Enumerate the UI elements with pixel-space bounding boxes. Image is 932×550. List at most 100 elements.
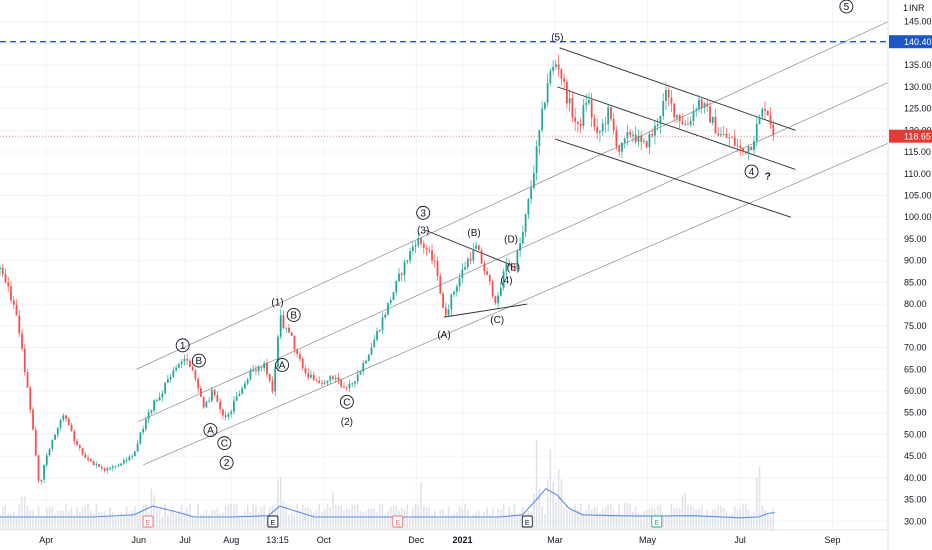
price-tick-label: 100.00 [904, 212, 932, 222]
volume-bar [750, 515, 753, 530]
volume-bar [552, 482, 554, 530]
candle-body [461, 269, 464, 278]
candle-body [692, 110, 695, 121]
currency-label: 1 INR [903, 3, 925, 13]
price-tick-label: 50.00 [904, 429, 927, 439]
candle-body [299, 354, 301, 359]
candle-body [378, 329, 381, 332]
wave-label: 5 [844, 2, 850, 13]
candle-body [133, 451, 136, 457]
candle-body [502, 271, 505, 288]
candle-body [420, 238, 422, 244]
candle-body [235, 396, 238, 401]
volume-bar [213, 510, 216, 530]
volume-bar [640, 514, 642, 530]
candle-body [144, 419, 147, 430]
price-tick-label: 75.00 [904, 321, 927, 331]
candle-body [588, 99, 590, 104]
volume-bar [736, 509, 739, 530]
candle-body [676, 114, 678, 118]
volume-bar [219, 512, 221, 530]
candle-body [381, 317, 384, 330]
candle-body [89, 459, 92, 462]
earnings-marker [392, 515, 404, 528]
candle-body [634, 134, 637, 142]
volume-bar [585, 510, 587, 530]
time-tick-label: Mar [547, 535, 563, 545]
candle-body [32, 409, 34, 430]
candle-body [673, 103, 676, 118]
wave-label-circle [839, 0, 854, 14]
volume-bar [766, 514, 769, 530]
price-levels [0, 41, 888, 137]
volume-bar [54, 513, 56, 530]
volume-bar [596, 507, 598, 530]
volume-bar [310, 508, 312, 530]
candle-body [384, 314, 387, 318]
candle-body [125, 460, 128, 461]
candle-body [175, 367, 178, 371]
volume-bar [764, 509, 766, 530]
candle-body [700, 99, 703, 108]
candle-body [464, 267, 466, 270]
candle-body [26, 372, 29, 388]
volume-bar [458, 506, 461, 530]
volume-bar [389, 506, 392, 530]
volume-bar [255, 505, 257, 530]
volume-bar [571, 509, 574, 530]
candle-body [681, 121, 684, 125]
channel-lines [136, 21, 889, 466]
wave-label: (4) [500, 276, 512, 287]
volume-bar [48, 507, 51, 530]
volume-bar [373, 508, 376, 530]
wave-label: 3 [420, 208, 426, 219]
candle-body [612, 118, 615, 131]
volume-bar [139, 510, 142, 530]
candle-body [601, 123, 604, 132]
volume-bar [684, 492, 687, 530]
volume-bar [469, 516, 472, 530]
candle-body [709, 106, 711, 123]
volume-bar [277, 480, 279, 530]
candle-body [312, 374, 315, 380]
volume-bar [384, 513, 387, 530]
volume-bar [76, 506, 78, 530]
candle-body [164, 382, 167, 394]
candle-body [670, 97, 673, 104]
candle-body [255, 370, 257, 372]
candle-body [488, 274, 491, 282]
candle-body [576, 121, 579, 125]
candle-body [205, 401, 208, 408]
candle-body [10, 286, 12, 301]
price-tick-label: 80.00 [904, 299, 927, 309]
candle-body [764, 108, 766, 111]
earnings-marker [521, 515, 533, 528]
volume-bar [717, 505, 720, 530]
candle-body [158, 397, 161, 401]
volume-bar [645, 509, 648, 530]
volume-bar [288, 514, 290, 530]
volume-bar [290, 512, 293, 530]
candles [0, 54, 775, 485]
candle-body [450, 294, 453, 310]
candle-body [106, 468, 109, 471]
wave-label: 4 [749, 167, 755, 178]
candle-body [516, 250, 519, 270]
candle-body [387, 302, 389, 315]
volume-bar [260, 507, 263, 530]
candle-body [508, 262, 510, 266]
volume-bar [191, 516, 194, 530]
volume-bar [747, 509, 750, 530]
candle-body [177, 364, 180, 368]
volume-bar [491, 507, 494, 530]
price-axis[interactable]: 30.00 35.00 40.00 45.00 50.00 55.00 60.00 65.00… [889, 17, 932, 527]
volume-bar [566, 509, 568, 530]
candle-body [403, 261, 406, 276]
candle-body [475, 245, 477, 249]
volume-bar [114, 516, 117, 530]
candle-body [370, 347, 373, 355]
candle-body [81, 448, 84, 455]
time-axis[interactable]: Apr Jun Jul Aug 13:15 Oct Dec 2021 Mar May Jul Sep [39, 535, 840, 545]
candle-body [519, 243, 522, 251]
